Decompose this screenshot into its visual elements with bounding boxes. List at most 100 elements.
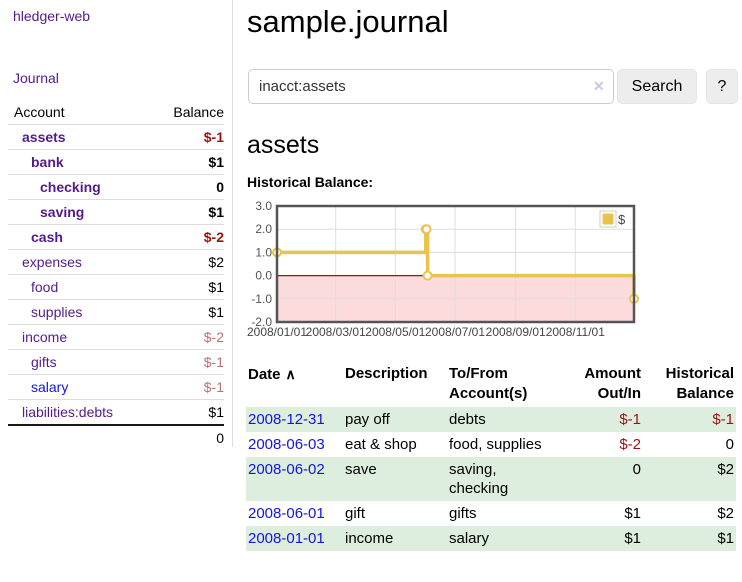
account-row: assets $-1 bbox=[8, 124, 224, 150]
sidebar-accounts-header-row: Account Balance bbox=[8, 100, 224, 125]
account-name-cell: expenses bbox=[8, 250, 154, 275]
transaction-row: 2008-12-31 pay off debts $-1 $-1 bbox=[246, 407, 736, 432]
legend-label: $ bbox=[618, 212, 626, 227]
account-balance: $1 bbox=[208, 304, 224, 320]
column-header-description: Description bbox=[345, 365, 428, 382]
transaction-balance: 0 bbox=[725, 436, 734, 453]
account-balance: $1 bbox=[208, 404, 224, 420]
y-tick-label: 1.0 bbox=[255, 245, 272, 259]
balance-column-header: Balance bbox=[173, 104, 224, 120]
transaction-date-cell: 2008-01-01 bbox=[246, 526, 343, 551]
account-name-cell: cash bbox=[8, 225, 154, 250]
account-link-bank[interactable]: bank bbox=[31, 154, 64, 170]
sidebar-total-row: 0 bbox=[8, 425, 224, 450]
account-balance: $-1 bbox=[203, 129, 224, 145]
register-header-row: Date ∧ Description To/From Account(s) Amo… bbox=[246, 361, 736, 407]
transaction-date-cell: 2008-12-31 bbox=[246, 407, 343, 432]
transaction-accounts: saving, checking bbox=[449, 461, 509, 497]
chart-label: Historical Balance: bbox=[247, 174, 374, 190]
account-name-cell: assets bbox=[8, 125, 154, 150]
transaction-balance: $2 bbox=[717, 461, 734, 478]
x-tick-label: 2008/05/01 bbox=[365, 325, 425, 339]
account-link-checking[interactable]: checking bbox=[40, 179, 101, 195]
y-tick-label: 2.0 bbox=[255, 222, 272, 236]
search-button[interactable]: Search bbox=[617, 69, 697, 104]
transaction-description: pay off bbox=[345, 411, 390, 428]
account-balance: 0 bbox=[216, 179, 224, 195]
account-name-cell: salary bbox=[8, 375, 154, 400]
column-header-amount: Amount Out/In bbox=[584, 365, 641, 402]
account-name-cell: supplies bbox=[8, 300, 154, 325]
account-row: liabilities:debts $1 bbox=[8, 399, 224, 426]
transaction-balance: $-1 bbox=[712, 411, 734, 428]
transaction-accounts: food, supplies bbox=[449, 436, 542, 453]
clear-search-icon[interactable]: ✕ bbox=[593, 78, 605, 94]
transaction-amount: $1 bbox=[624, 505, 641, 522]
account-balance: $-2 bbox=[203, 229, 224, 245]
sidebar-accounts-body: assets $-1 bank $1 checking 0 saving $1 cash $-2 e… bbox=[8, 124, 224, 426]
data-point-marker bbox=[422, 270, 433, 281]
transaction-description: eat & shop bbox=[345, 436, 417, 453]
account-link-supplies[interactable]: supplies bbox=[31, 304, 83, 320]
help-button[interactable]: ? bbox=[706, 69, 738, 104]
x-tick-label: 2008/07/01 bbox=[425, 325, 485, 339]
account-link-expenses[interactable]: expenses bbox=[22, 254, 82, 270]
account-name-cell: food bbox=[8, 275, 154, 300]
register-body: 2008-12-31 pay off debts $-1 $-1 2008-06-03 ea… bbox=[246, 407, 736, 551]
transaction-amount: 0 bbox=[632, 461, 641, 478]
account-row: supplies $1 bbox=[8, 299, 224, 325]
account-balance: $2 bbox=[208, 254, 224, 270]
transaction-date-link[interactable]: 2008-06-01 bbox=[248, 505, 325, 522]
transaction-row: 2008-06-03 eat & shop food, supplies $-2 0 bbox=[246, 432, 736, 457]
transaction-date-link[interactable]: 2008-06-02 bbox=[248, 461, 325, 478]
search-input[interactable] bbox=[248, 69, 614, 104]
y-tick-label: -1.0 bbox=[251, 292, 272, 306]
transaction-date-link[interactable]: 2008-06-03 bbox=[248, 436, 325, 453]
account-link-liabilitiesdebts[interactable]: liabilities:debts bbox=[22, 404, 114, 420]
legend-swatch-icon bbox=[602, 213, 614, 225]
app-brand-link[interactable]: hledger-web bbox=[13, 8, 91, 24]
account-link-assets[interactable]: assets bbox=[22, 129, 66, 145]
transaction-date-cell: 2008-06-01 bbox=[246, 501, 343, 526]
account-name-cell: liabilities:debts bbox=[8, 400, 154, 426]
account-link-food[interactable]: food bbox=[31, 279, 59, 295]
transaction-balance: $2 bbox=[717, 505, 734, 522]
transaction-date-cell: 2008-06-02 bbox=[246, 457, 343, 501]
account-row: saving $1 bbox=[8, 199, 224, 225]
x-tick-label: 2008/09/01 bbox=[486, 325, 546, 339]
transaction-row: 2008-01-01 income salary $1 $1 bbox=[246, 526, 736, 551]
account-name-cell: checking bbox=[8, 175, 154, 200]
y-tick-label: 3.0 bbox=[255, 201, 272, 213]
data-point-marker bbox=[421, 224, 432, 235]
account-name-cell: bank bbox=[8, 150, 154, 175]
account-row: bank $1 bbox=[8, 149, 224, 175]
account-row: food $1 bbox=[8, 274, 224, 300]
transaction-row: 2008-06-01 gift gifts $1 $2 bbox=[246, 501, 736, 526]
register-table: Date ∧ Description To/From Account(s) Amo… bbox=[246, 361, 736, 551]
column-header-date[interactable]: Date ∧ bbox=[248, 366, 296, 383]
transaction-date-link[interactable]: 2008-01-01 bbox=[248, 530, 325, 547]
transaction-date-link[interactable]: 2008-12-31 bbox=[248, 411, 325, 428]
account-name-cell: income bbox=[8, 325, 154, 350]
account-row: gifts $-1 bbox=[8, 349, 224, 375]
transaction-balance: $1 bbox=[717, 530, 734, 547]
account-name-cell: gifts bbox=[8, 350, 154, 375]
transaction-date-cell: 2008-06-03 bbox=[246, 432, 343, 457]
account-balance: $-1 bbox=[203, 379, 224, 395]
account-page-title: assets bbox=[247, 131, 320, 159]
account-link-salary[interactable]: salary bbox=[31, 379, 69, 395]
account-link-cash[interactable]: cash bbox=[31, 229, 63, 245]
sidebar-total-spacer bbox=[8, 425, 154, 450]
account-link-saving[interactable]: saving bbox=[40, 204, 85, 220]
sidebar-item-journal[interactable]: Journal bbox=[13, 70, 59, 86]
account-row: checking 0 bbox=[8, 174, 224, 200]
account-link-income[interactable]: income bbox=[22, 329, 68, 345]
account-row: cash $-2 bbox=[8, 224, 224, 250]
transaction-row: 2008-06-02 save saving, checking 0 $2 bbox=[246, 457, 736, 501]
column-header-balance: Historical Balance bbox=[665, 365, 734, 402]
account-row: expenses $2 bbox=[8, 249, 224, 275]
account-name-cell: saving bbox=[8, 200, 154, 225]
account-link-gifts[interactable]: gifts bbox=[31, 354, 57, 370]
transaction-accounts: gifts bbox=[449, 505, 477, 522]
x-tick-label: 2008/01/01 bbox=[247, 325, 307, 339]
